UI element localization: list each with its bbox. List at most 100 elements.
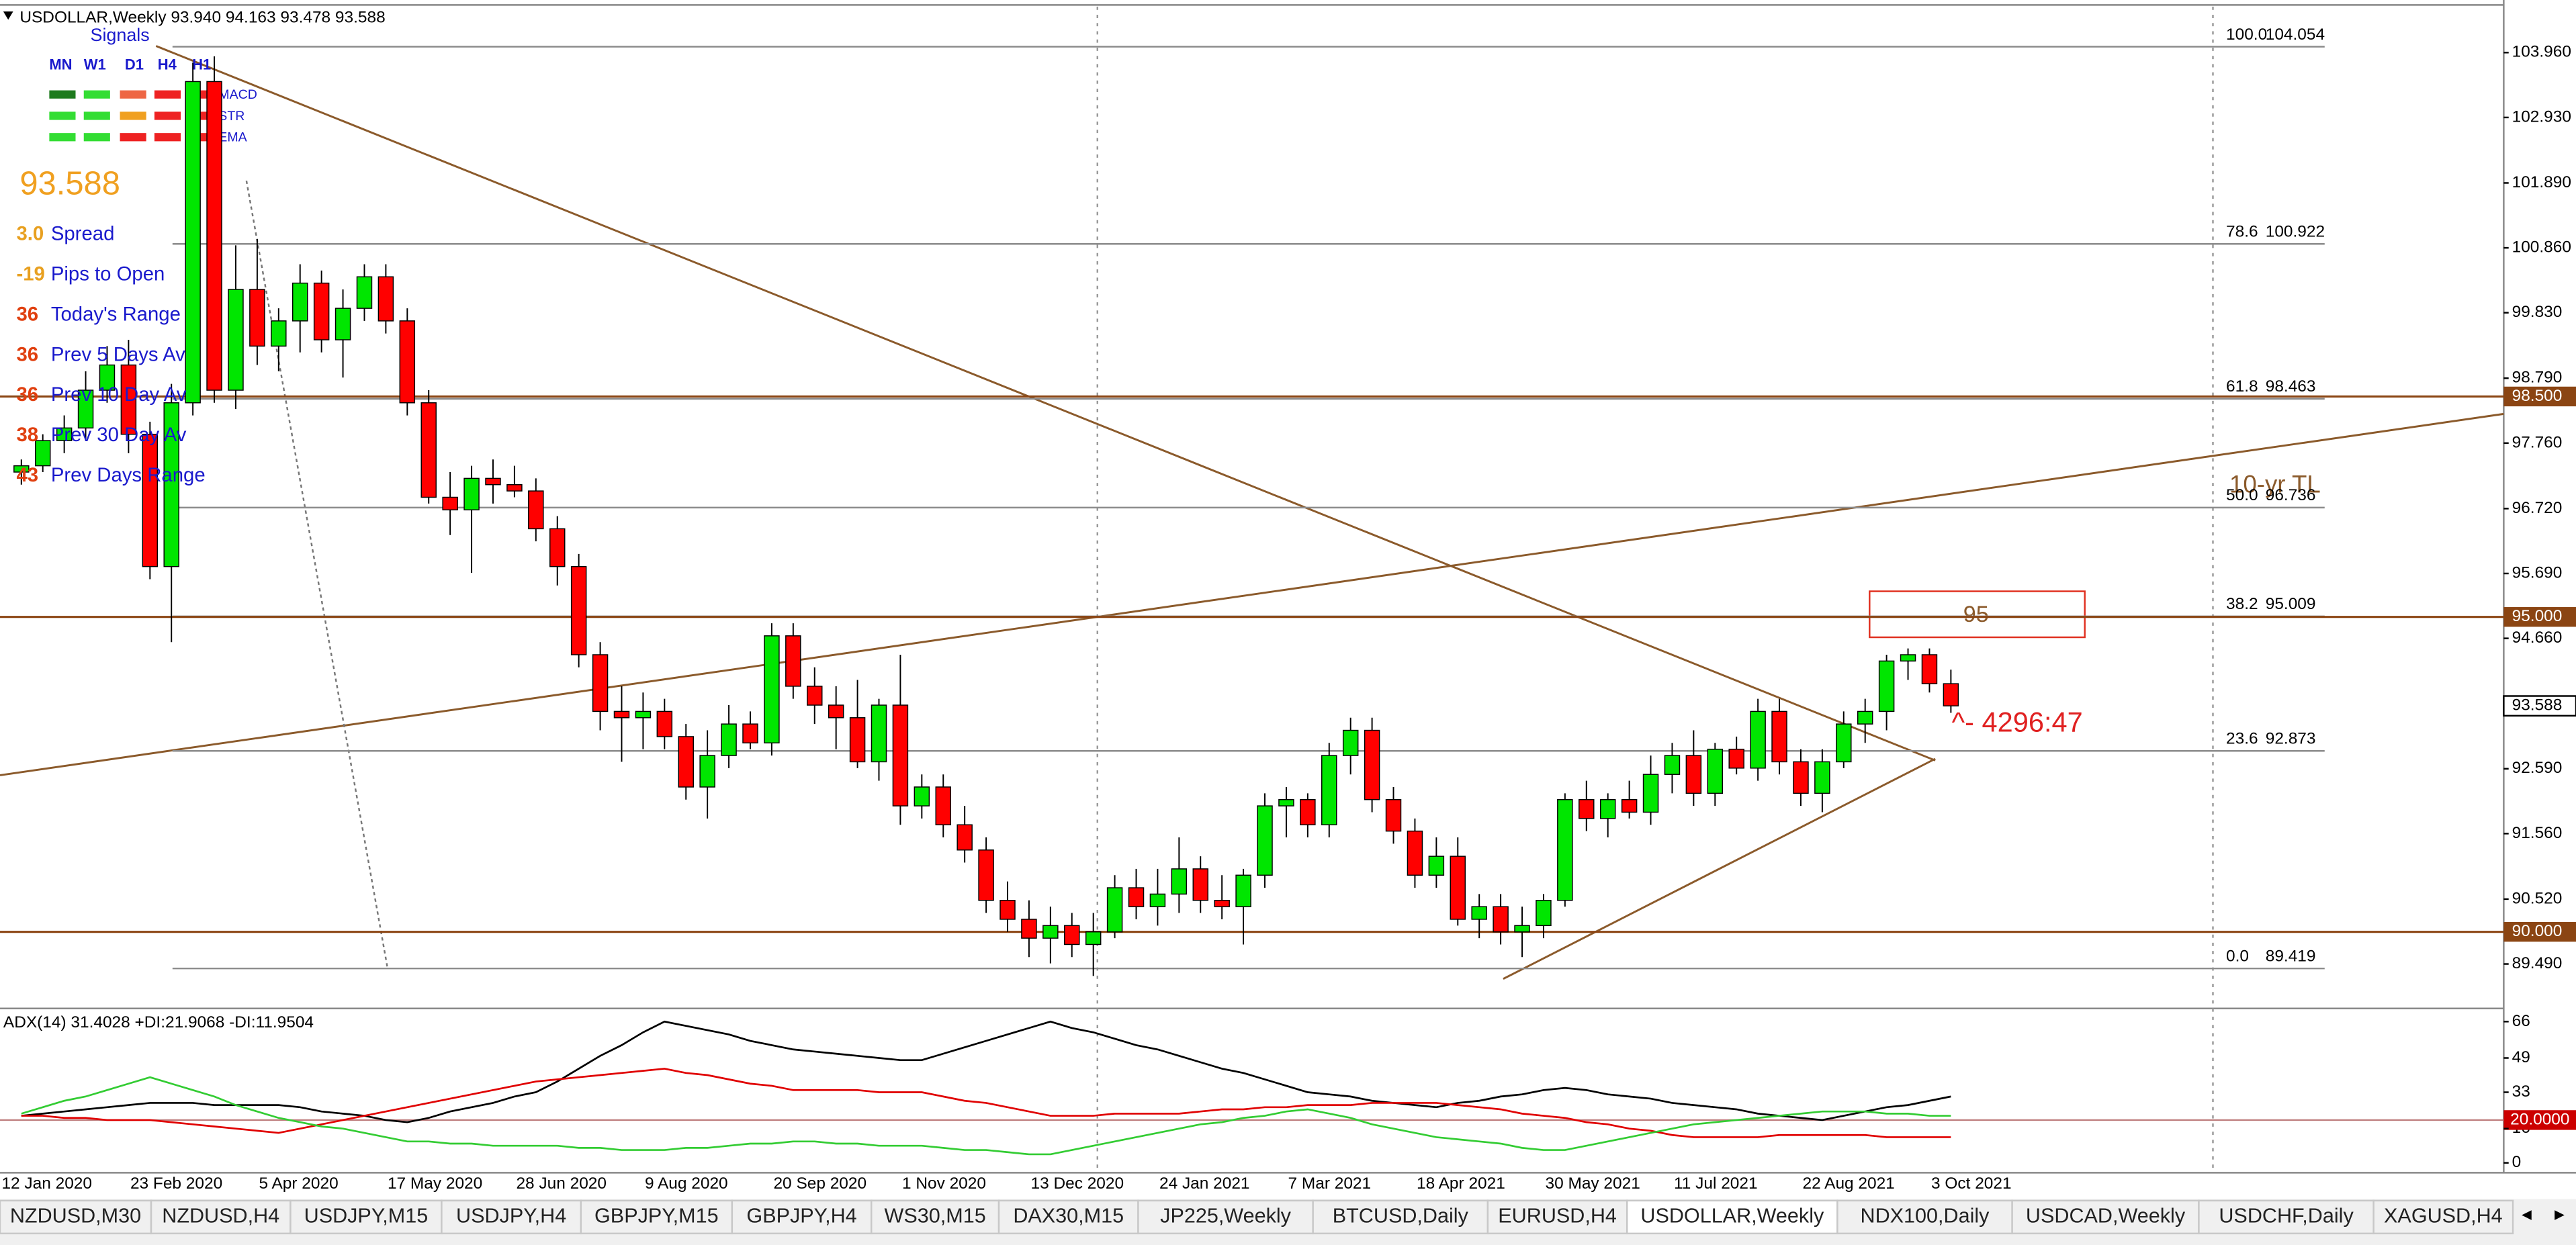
candle-body xyxy=(1599,798,1616,819)
tab[interactable]: DAX30,M15 xyxy=(997,1199,1139,1235)
tab-background xyxy=(0,1199,152,1235)
fib-level: 50.0 xyxy=(2226,486,2258,504)
candle-body xyxy=(1257,805,1273,876)
x-tick-label: 5 Apr 2020 xyxy=(259,1174,338,1193)
tab[interactable]: XAGUSD,H4 xyxy=(2372,1199,2514,1235)
fib-value: 96.736 xyxy=(2266,486,2316,504)
tab-background xyxy=(441,1199,582,1235)
tab-background xyxy=(1312,1199,1489,1235)
x-tick-label: 13 Dec 2020 xyxy=(1030,1174,1124,1193)
x-tick-label: 18 Apr 2021 xyxy=(1417,1174,1505,1193)
tab[interactable]: USDOLLAR,Weekly xyxy=(1626,1199,1838,1235)
x-tick-label: 17 May 2020 xyxy=(388,1174,482,1193)
fib-value: 95.009 xyxy=(2266,595,2316,613)
candle-body xyxy=(206,81,222,391)
candle-body xyxy=(1579,798,1595,819)
candle-body xyxy=(142,433,159,567)
candle-body xyxy=(420,402,437,498)
y-tick-label: 98.790 xyxy=(2512,369,2563,387)
candle-body xyxy=(292,282,308,322)
tab[interactable]: WS30,M15 xyxy=(871,1199,1000,1235)
annotation-box xyxy=(1869,590,2086,639)
tab-background xyxy=(2372,1199,2514,1235)
candle-body xyxy=(1321,755,1337,825)
tab[interactable]: USDCAD,Weekly xyxy=(2011,1199,2200,1235)
x-tick-label: 20 Sep 2020 xyxy=(773,1174,867,1193)
stat-label: Prev Days Range xyxy=(51,464,206,486)
level-label: 90.000 xyxy=(2512,922,2563,940)
tab-label: GBPJPY,H4 xyxy=(746,1204,856,1227)
adx-line xyxy=(21,1020,1951,1123)
signal xyxy=(154,111,181,120)
stat-label: Pips to Open xyxy=(51,263,165,285)
annotation: 95 xyxy=(1963,602,1989,627)
candle-body xyxy=(1300,798,1316,825)
tab[interactable]: NZDUSD,H4 xyxy=(150,1199,292,1235)
stat-label: Prev 5 Days Av xyxy=(51,343,185,365)
candle-body xyxy=(1707,748,1724,794)
tab-background xyxy=(731,1199,873,1235)
signal xyxy=(154,133,181,142)
trend-line xyxy=(245,180,389,970)
candle-body xyxy=(613,710,630,719)
tab[interactable]: BTCUSD,Daily xyxy=(1312,1199,1489,1235)
current-price-label: 93.588 xyxy=(2512,696,2563,714)
candle-body xyxy=(1149,893,1166,907)
y-tick-label: 102.930 xyxy=(2512,107,2571,126)
x-tick-label: 28 Jun 2020 xyxy=(516,1174,607,1193)
candle-body xyxy=(1364,729,1380,800)
tab[interactable]: GBPJPY,M15 xyxy=(580,1199,734,1235)
chart-title: USDOLLAR,Weekly 93.940 94.163 93.478 93.… xyxy=(19,8,385,26)
tab[interactable]: USDCHF,Daily xyxy=(2198,1199,2374,1235)
candle-body xyxy=(1793,761,1809,794)
y-tick-label: 101.890 xyxy=(2512,173,2571,191)
fib-level: 100.0 xyxy=(2226,26,2267,44)
tab[interactable]: GBPJPY,H4 xyxy=(731,1199,873,1235)
trend-line xyxy=(155,45,1936,762)
candle-body xyxy=(1836,723,1852,763)
candle-body xyxy=(399,320,416,404)
candle-body xyxy=(892,704,909,806)
candle-body xyxy=(871,704,887,763)
fib-level: 61.8 xyxy=(2226,377,2258,396)
tab[interactable]: USDJPY,M15 xyxy=(290,1199,443,1235)
candle-body xyxy=(592,654,609,712)
candle-body xyxy=(185,81,201,404)
drawings xyxy=(0,0,2576,1174)
candle-body xyxy=(528,490,544,530)
level-box xyxy=(2503,607,2576,627)
level-box xyxy=(2503,386,2576,407)
candle-body xyxy=(742,723,758,744)
tab[interactable]: USDJPY,H4 xyxy=(441,1199,582,1235)
candle-body xyxy=(764,635,780,744)
candle-body xyxy=(1664,755,1681,775)
candle-body xyxy=(935,786,951,825)
candle-body xyxy=(1342,729,1359,756)
signals-panel: Signals MN W1 D1 H4 H1 MACD STR EMA 93.5… xyxy=(19,25,257,201)
tab-background xyxy=(150,1199,292,1235)
candle-body xyxy=(1278,798,1294,806)
tab[interactable]: NZDUSD,M30 xyxy=(0,1199,152,1235)
fib-level: 0.0 xyxy=(2226,948,2249,966)
candle-body xyxy=(1128,887,1145,907)
tab-background xyxy=(1626,1199,1838,1235)
candle-body xyxy=(228,289,244,391)
candle-body xyxy=(377,276,394,322)
candle-body xyxy=(1642,774,1659,813)
tab[interactable]: NDX100,Daily xyxy=(1836,1199,2013,1235)
x-tick-label: 1 Nov 2020 xyxy=(902,1174,986,1193)
fib-level: 78.6 xyxy=(2226,223,2258,241)
stat-label: Prev 10 Day Av xyxy=(51,383,187,406)
candle-body xyxy=(1814,761,1830,794)
tab[interactable]: EURUSD,H4 xyxy=(1486,1199,1628,1235)
stat-value: -19 xyxy=(16,263,44,285)
tab-label: WS30,M15 xyxy=(885,1204,986,1227)
candle-body xyxy=(785,635,801,687)
x-tick-label: 23 Feb 2020 xyxy=(130,1174,222,1193)
current-price-box xyxy=(2503,695,2576,717)
signal xyxy=(49,133,76,142)
tab[interactable]: JP225,Weekly xyxy=(1137,1199,1314,1235)
y-tick-label: 94.660 xyxy=(2512,629,2563,647)
